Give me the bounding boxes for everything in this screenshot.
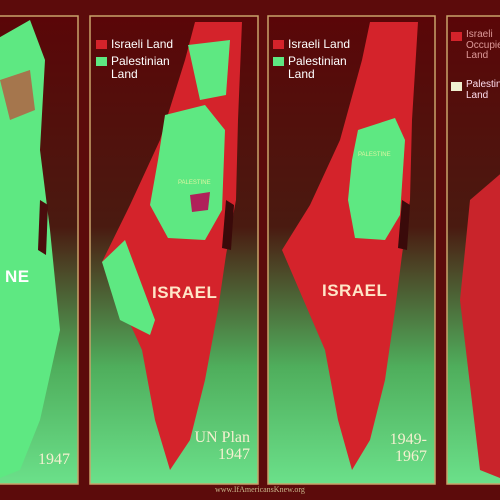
legend-label: Palestinian Land xyxy=(466,79,500,101)
legend-label: Israeli Land xyxy=(111,37,174,51)
legend-item: Israeli Land xyxy=(96,38,186,51)
legend-label: Palestinian Land xyxy=(288,54,347,81)
footer-url: www.IfAmericansKnew.org xyxy=(215,485,305,494)
region-label: PALESTINE xyxy=(178,180,211,186)
region-label: PALESTINE xyxy=(358,152,391,158)
country-label: ISRAEL xyxy=(322,281,388,300)
caption-line: 1949- xyxy=(389,431,427,448)
caption: UN Plan 1947 xyxy=(180,429,250,464)
legend-item: Palestinian Land xyxy=(451,79,500,101)
caption-line: 1947 xyxy=(218,445,250,463)
legend-label: Israeli Land xyxy=(288,37,351,51)
year: 1947 xyxy=(38,451,70,468)
country-label: ISRAEL xyxy=(152,283,218,302)
caption-line: 1967 xyxy=(395,447,427,465)
legend-item: Israeli Land xyxy=(273,38,363,51)
caption: 1949- 1967 xyxy=(355,431,427,466)
caption-line: UN Plan xyxy=(194,429,250,446)
country-label: NE xyxy=(5,267,30,286)
legend-item: Israeli Occupied Land xyxy=(451,29,500,62)
legend-label: Palestinian Land xyxy=(111,54,170,81)
legend-item: Palestinian Land xyxy=(96,55,176,80)
legend-label: Israeli Occupied Land xyxy=(466,29,500,61)
legend-item: Palestinian Land xyxy=(273,55,353,80)
